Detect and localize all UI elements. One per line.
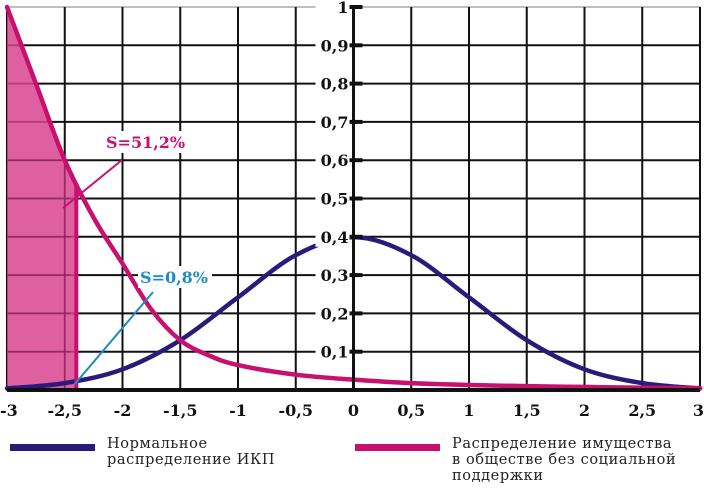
axes: 0,1 0,2 0,3 0,4 0,5 0,6 0,7 0,8 0,9 1 -3 -2,5 -2 -1,5… — [0, 0, 704, 420]
x-tick-label: 1,5 — [513, 401, 541, 420]
y-tick-bg — [315, 226, 350, 247]
distribution-chart: 0,1 0,2 0,3 0,4 0,5 0,6 0,7 0,8 0,9 1 -3 -2,5 -2 -1,5… — [0, 0, 704, 420]
y-tick-bg — [315, 303, 350, 324]
y-tick-bg — [315, 265, 350, 286]
y-tick-label: 0,8 — [321, 75, 349, 94]
y-tick-label: 0,7 — [321, 113, 349, 132]
x-tick-label: 2 — [579, 401, 590, 420]
annotation-leader-08 — [73, 291, 154, 386]
annotations: S=51,2% S=0,8% — [62, 131, 212, 386]
legend-swatch-wealth — [355, 444, 440, 451]
y-tick-bg — [315, 341, 350, 362]
y-tick-label: 0,9 — [321, 36, 349, 55]
y-tick-bg — [315, 188, 350, 209]
x-tick-label: -2 — [114, 401, 132, 420]
y-tick-label: 0,2 — [321, 304, 349, 323]
y-tick-label: 0,6 — [321, 151, 349, 170]
y-tick-label: 0,4 — [321, 228, 349, 247]
annotation-bg — [138, 266, 212, 288]
annotation-s-08: S=0,8% — [140, 268, 208, 287]
y-tick-bg — [315, 150, 350, 171]
legend-label-normal: Нормальное распределение ИКП — [107, 436, 276, 468]
x-tick-label: 0 — [348, 401, 359, 420]
y-tick-label: 1 — [337, 0, 348, 17]
y-tick-bg — [315, 35, 350, 56]
y-tick-label: 0,5 — [321, 190, 349, 209]
legend-item-wealth: Распределение имущества в обществе без с… — [355, 436, 676, 484]
x-tick-label: 3 — [693, 401, 704, 420]
x-tick-label: 0,5 — [397, 401, 425, 420]
y-tick-label: 0,1 — [321, 343, 349, 362]
y-tick-bg — [315, 73, 350, 94]
legend-swatch-normal — [10, 444, 95, 451]
annotation-leader-51 — [62, 159, 123, 209]
y-tick-label: 0,3 — [321, 266, 349, 285]
x-tick-label: -1 — [229, 401, 247, 420]
y-tick-bg — [315, 111, 350, 132]
x-tick-label: 1 — [463, 401, 474, 420]
wealth-curve — [4, 4, 703, 391]
x-tick-label: -0,5 — [279, 401, 313, 420]
y-tick-bg — [315, 0, 350, 17]
annotation-bg — [104, 131, 186, 153]
shaded-area-51 — [7, 7, 77, 390]
x-tick-label: -3 — [0, 401, 18, 420]
x-tick-label: -2,5 — [48, 401, 82, 420]
legend-label-wealth: Распределение имущества в обществе без с… — [452, 436, 677, 484]
x-tick-label: 2,5 — [628, 401, 656, 420]
legend-item-normal: Нормальное распределение ИКП — [10, 436, 275, 468]
annotation-s-51: S=51,2% — [106, 133, 185, 152]
x-tick-label: -1,5 — [163, 401, 197, 420]
